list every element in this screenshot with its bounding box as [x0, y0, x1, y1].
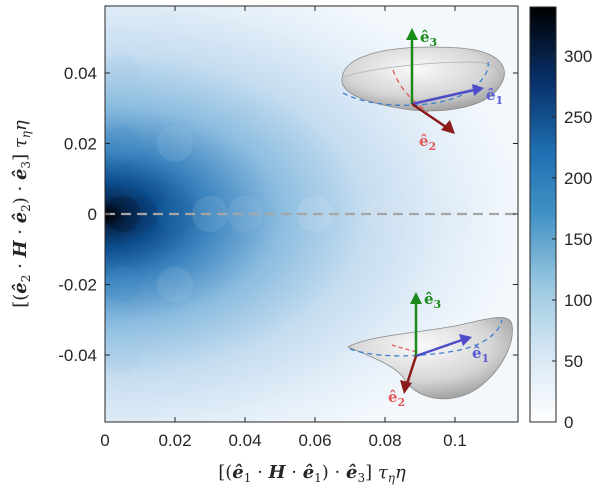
- density-point: [105, 337, 141, 374]
- density-point: [227, 196, 263, 232]
- density-point: [157, 125, 193, 162]
- upper-arrowhead-e3: [406, 28, 418, 40]
- upper-arrow-e1: [411, 88, 475, 106]
- colorbar-ticks: 300 250 200 150 100 50 0: [552, 47, 592, 432]
- y-tick-label: 0.02: [64, 134, 97, 153]
- upper-arrow-e2: [411, 102, 447, 129]
- colorbar: [529, 6, 557, 423]
- y-tick-label: -0.04: [58, 346, 97, 365]
- upper-shell-rim: [341, 61, 502, 87]
- upper-inset-ellipsoid: ê3 ê1 ê2: [341, 28, 505, 153]
- upper-curve-e1: [342, 61, 489, 106]
- x-tick-label: 0: [100, 431, 109, 450]
- x-axis-label: [(ê1 · H · ê1) · ê3] τηη: [218, 462, 406, 485]
- lower-arrowhead-e2: [400, 380, 412, 394]
- colorbar-tick-label: 100: [564, 291, 592, 310]
- lower-inset-ellipsoid: ê3 ê1 ê2: [347, 290, 513, 409]
- x-tick-label: 0.02: [158, 431, 191, 450]
- y-axis-ticks: 0.04 0.02 0 -0.02 -0.04: [58, 64, 518, 365]
- density-point: [105, 266, 141, 303]
- y-tick-label: -0.02: [58, 276, 97, 295]
- lower-arrowhead-e1: [459, 334, 472, 346]
- density-point: [437, 196, 473, 232]
- density-point: [157, 266, 193, 303]
- x-axis-ticks: 0 0.02 0.04 0.06 0.08 0.1: [100, 6, 467, 450]
- colorbar-tick-label: 50: [564, 352, 583, 371]
- y-axis-label: [(ê2 · H · ê2) · ê3] τηη: [10, 120, 33, 308]
- y-tick-label: 0.04: [64, 64, 97, 83]
- colorbar-tick-label: 200: [564, 169, 592, 188]
- upper-arrowhead-e2: [441, 120, 455, 134]
- lower-curve-e1: [349, 319, 503, 357]
- density-point: [105, 125, 141, 162]
- upper-arrowhead-e1: [472, 84, 484, 96]
- colorbar-tick-label: 150: [564, 230, 592, 249]
- colorbar-tick-label: 300: [564, 47, 592, 66]
- lower-arrowhead-e3: [410, 292, 422, 304]
- x-tick-label: 0.08: [368, 431, 401, 450]
- density-point: [105, 54, 141, 91]
- lower-arrow-e1: [415, 338, 463, 358]
- x-tick-label: 0.04: [228, 431, 261, 450]
- upper-curve-e2: [392, 69, 429, 113]
- colorbar-tick-label: 250: [564, 108, 592, 127]
- x-tick-label: 0.1: [443, 431, 467, 450]
- x-tick-label: 0.06: [298, 431, 331, 450]
- lower-arrow-e2: [405, 355, 418, 385]
- y-tick-label: 0: [88, 205, 97, 224]
- colorbar-tick-label: 0: [564, 413, 573, 432]
